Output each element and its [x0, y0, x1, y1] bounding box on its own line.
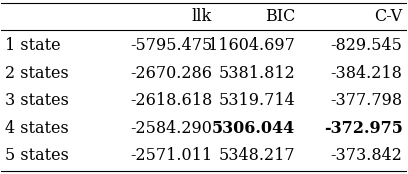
Text: 1 state: 1 state	[5, 37, 61, 54]
Text: -377.798: -377.798	[330, 92, 403, 109]
Text: -372.975: -372.975	[324, 120, 403, 137]
Text: -5795.475: -5795.475	[130, 37, 212, 54]
Text: 3 states: 3 states	[5, 92, 69, 109]
Text: 11604.697: 11604.697	[208, 37, 295, 54]
Text: -373.842: -373.842	[330, 147, 403, 164]
Text: 4 states: 4 states	[5, 120, 69, 137]
Text: 2 states: 2 states	[5, 65, 69, 82]
Text: 5306.044: 5306.044	[212, 120, 295, 137]
Text: -2571.011: -2571.011	[130, 147, 212, 164]
Text: -2670.286: -2670.286	[130, 65, 212, 82]
Text: -384.218: -384.218	[330, 65, 403, 82]
Text: -829.545: -829.545	[330, 37, 403, 54]
Text: 5381.812: 5381.812	[218, 65, 295, 82]
Text: -2618.618: -2618.618	[130, 92, 212, 109]
Text: 5 states: 5 states	[5, 147, 69, 164]
Text: 5319.714: 5319.714	[218, 92, 295, 109]
Text: C-V: C-V	[375, 8, 403, 25]
Text: -2584.290: -2584.290	[130, 120, 212, 137]
Text: llk: llk	[192, 8, 212, 25]
Text: 5348.217: 5348.217	[219, 147, 295, 164]
Text: BIC: BIC	[265, 8, 295, 25]
